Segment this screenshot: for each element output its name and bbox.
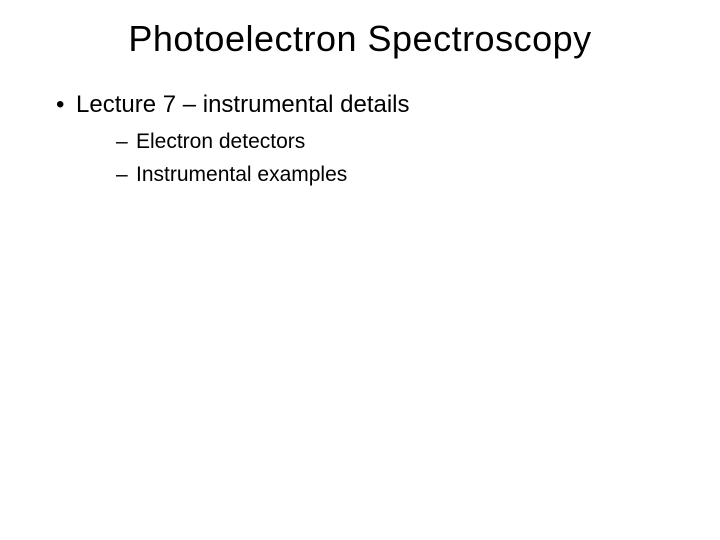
slide-title: Photoelectron Spectroscopy xyxy=(40,18,680,60)
slide-container: Photoelectron Spectroscopy Lecture 7 – i… xyxy=(0,0,720,540)
bullet-text: Lecture 7 – instrumental details xyxy=(76,91,410,118)
sub-item: Instrumental examples xyxy=(116,159,680,191)
sub-item-text: Electron detectors xyxy=(136,130,305,153)
sub-item: Electron detectors xyxy=(116,126,680,158)
sub-list: Electron detectors Instrumental examples xyxy=(76,126,680,191)
sub-item-text: Instrumental examples xyxy=(136,163,347,186)
bullet-item: Lecture 7 – instrumental details Electro… xyxy=(52,88,680,191)
bullet-list: Lecture 7 – instrumental details Electro… xyxy=(40,88,680,191)
